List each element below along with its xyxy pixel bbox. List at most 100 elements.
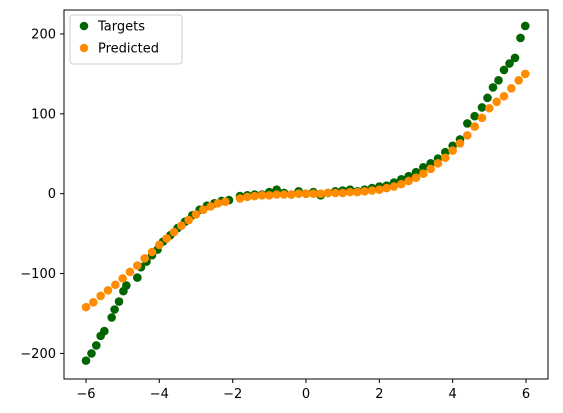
point-predicted xyxy=(470,122,479,131)
point-predicted xyxy=(345,187,355,197)
point-predicted xyxy=(301,189,311,199)
x-tick-label: −4 xyxy=(150,387,169,402)
point-predicted xyxy=(265,190,274,200)
point-targets xyxy=(510,53,520,63)
point-targets xyxy=(87,349,96,358)
point-predicted xyxy=(111,280,120,290)
point-predicted xyxy=(272,190,281,199)
legend-box xyxy=(69,14,183,65)
point-predicted xyxy=(492,97,501,107)
point-targets xyxy=(81,356,91,365)
point-predicted xyxy=(162,234,171,243)
point-predicted xyxy=(448,146,457,155)
point-targets xyxy=(91,341,101,350)
point-predicted xyxy=(463,131,472,140)
point-predicted xyxy=(257,190,267,200)
point-targets xyxy=(499,65,509,75)
point-predicted xyxy=(89,298,98,307)
point-predicted xyxy=(514,75,523,85)
point-predicted xyxy=(477,113,487,123)
point-targets xyxy=(505,59,514,68)
x-axis-ticks: −6 −4 −2 0 2 4 6 xyxy=(76,379,530,402)
point-predicted xyxy=(433,159,443,168)
point-predicted xyxy=(199,205,208,214)
x-tick-label: −6 xyxy=(76,387,95,402)
point-predicted xyxy=(287,190,296,199)
x-tick-label: −2 xyxy=(223,387,242,402)
point-predicted xyxy=(147,247,157,257)
point-predicted xyxy=(235,194,245,203)
point-predicted xyxy=(169,227,179,237)
y-axis-ticks: −200 −100 0 100 200 xyxy=(20,27,64,362)
x-tick-label: 0 xyxy=(302,387,310,402)
point-predicted xyxy=(155,240,164,250)
point-predicted xyxy=(404,176,413,186)
point-predicted xyxy=(191,210,201,219)
point-predicted xyxy=(455,139,465,148)
point-targets xyxy=(133,273,142,282)
point-predicted xyxy=(389,182,399,191)
point-predicted xyxy=(499,91,509,101)
x-tick-label: 4 xyxy=(449,387,457,402)
point-targets xyxy=(100,326,109,336)
point-predicted xyxy=(520,69,530,79)
legend-marker-targets xyxy=(79,21,89,31)
legend: Targets Predicted xyxy=(69,14,183,65)
point-targets xyxy=(114,297,124,306)
point-targets xyxy=(483,93,492,103)
legend-label-targets: Targets xyxy=(97,20,145,35)
point-predicted xyxy=(485,103,494,113)
y-tick-label: 100 xyxy=(31,107,56,122)
point-predicted xyxy=(140,254,149,263)
point-predicted xyxy=(279,190,289,199)
y-tick-label: 200 xyxy=(31,27,56,42)
point-predicted xyxy=(133,261,142,270)
data-points xyxy=(81,21,530,365)
point-targets xyxy=(520,21,530,31)
point-predicted xyxy=(397,179,406,189)
point-targets xyxy=(419,163,428,172)
y-tick-label: 0 xyxy=(48,187,56,202)
point-targets xyxy=(122,281,131,290)
point-predicted xyxy=(243,192,252,202)
point-predicted xyxy=(382,183,391,193)
point-predicted xyxy=(118,274,127,283)
series-predicted xyxy=(81,69,530,312)
point-predicted xyxy=(294,189,303,199)
point-targets xyxy=(516,33,525,43)
point-predicted xyxy=(221,197,230,206)
point-predicted xyxy=(206,202,215,211)
point-predicted xyxy=(367,186,377,195)
point-predicted xyxy=(96,291,105,301)
point-predicted xyxy=(419,169,428,179)
legend-label-predicted: Predicted xyxy=(98,42,159,57)
point-targets xyxy=(463,119,472,128)
point-predicted xyxy=(375,185,384,195)
point-predicted xyxy=(323,188,333,198)
point-predicted xyxy=(507,83,516,93)
point-predicted xyxy=(213,198,223,208)
point-predicted xyxy=(125,267,135,277)
point-predicted xyxy=(441,153,450,163)
point-predicted xyxy=(426,164,435,174)
point-targets xyxy=(494,75,503,85)
point-predicted xyxy=(411,173,421,183)
point-predicted xyxy=(250,191,259,201)
point-predicted xyxy=(353,187,362,197)
point-targets xyxy=(470,111,479,121)
legend-marker-predicted xyxy=(79,43,89,53)
point-targets xyxy=(110,305,119,314)
y-tick-label: −200 xyxy=(20,347,56,362)
point-predicted xyxy=(331,188,340,198)
point-predicted xyxy=(177,221,186,230)
point-targets xyxy=(107,313,116,322)
x-tick-label: 2 xyxy=(375,387,383,402)
point-targets xyxy=(488,83,498,92)
y-tick-label: −100 xyxy=(20,267,56,282)
point-predicted xyxy=(338,188,347,198)
point-predicted xyxy=(316,189,325,199)
point-predicted xyxy=(184,215,193,225)
point-targets xyxy=(477,103,487,112)
point-predicted xyxy=(309,189,318,199)
